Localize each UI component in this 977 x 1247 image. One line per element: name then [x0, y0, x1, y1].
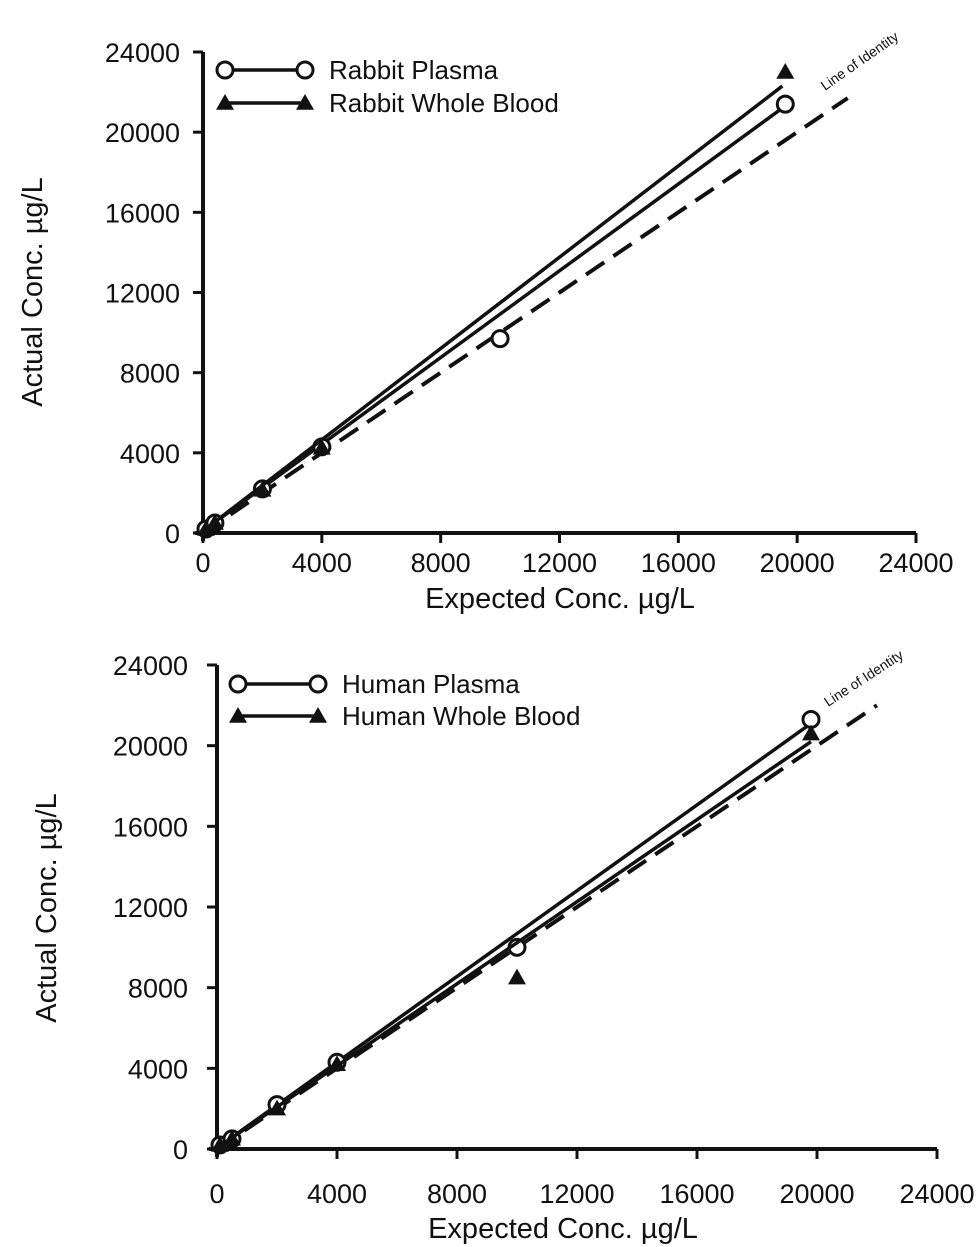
x-tick-label: 0 [209, 1179, 224, 1209]
x-tick-label: 24000 [878, 548, 953, 578]
series-1 [211, 724, 820, 1152]
x-tick-label: 4000 [292, 548, 352, 578]
y-tick-label: 12000 [105, 279, 180, 309]
x-tick-label: 12000 [522, 548, 597, 578]
data-point [802, 724, 820, 741]
x-tick-label: 0 [195, 548, 210, 578]
y-tick-label: 4000 [128, 1054, 188, 1084]
rabbit-panel: 0 4000 8000 12000 16000 20000 24000 0 4000 8000 12… [17, 28, 954, 615]
x-tick-label: 8000 [427, 1179, 487, 1209]
y-axis-title: Actual Conc. µg/L [31, 793, 63, 1023]
x-tick-label: 4000 [307, 1179, 367, 1209]
data-point [205, 513, 224, 530]
y-tick-label: 20000 [105, 118, 180, 148]
series-0 [196, 94, 795, 539]
y-axis-title: Actual Conc. µg/L [17, 177, 49, 407]
data-point [223, 1129, 241, 1146]
fit-line [201, 84, 784, 533]
y-tick-label: 24000 [105, 38, 180, 68]
data-point [490, 329, 510, 349]
y-tick-label: 12000 [113, 893, 188, 923]
y-tick-label: 4000 [120, 439, 180, 469]
x-tick-label: 16000 [641, 548, 716, 578]
y-tick-label: 0 [165, 519, 180, 549]
series-0 [210, 709, 821, 1155]
data-point [508, 968, 526, 985]
fit-line [215, 722, 813, 1150]
legend-label: Human Plasma [342, 669, 520, 699]
y-tick-label: 24000 [113, 651, 188, 681]
data-point [775, 94, 795, 114]
x-tick-label: 20000 [760, 548, 835, 578]
legend-label: Human Whole Blood [342, 701, 580, 731]
legend-marker [296, 94, 314, 110]
legend-marker [228, 674, 248, 694]
legend-marker [308, 674, 328, 694]
y-tick-label: 8000 [128, 974, 188, 1004]
x-tick-label: 8000 [411, 548, 471, 578]
x-tick-label: 24000 [899, 1179, 974, 1209]
y-tick-label: 16000 [105, 198, 180, 228]
identity-line-label: Line of Identity [818, 28, 902, 93]
data-point [776, 63, 795, 79]
x-tick-label: 20000 [779, 1179, 854, 1209]
x-axis-title: Expected Conc. µg/L [428, 1213, 698, 1245]
identity-line [201, 96, 849, 535]
series-1 [196, 63, 795, 536]
fit-line [201, 106, 784, 533]
legend-marker [295, 60, 315, 80]
legend-label: Rabbit Whole Blood [329, 88, 559, 118]
legend-marker [215, 60, 235, 80]
data-point [253, 480, 272, 497]
data-point [312, 438, 331, 455]
legend-marker [216, 94, 234, 110]
legend-marker [309, 707, 327, 723]
identity-line [215, 703, 879, 1151]
data-point [268, 1099, 286, 1116]
data-point [328, 1055, 346, 1072]
y-tick-label: 16000 [113, 812, 188, 842]
fit-line [216, 740, 812, 1150]
legend-label: Rabbit Plasma [329, 55, 499, 85]
data-point [196, 519, 215, 536]
x-axis-title: Expected Conc. µg/L [425, 583, 695, 615]
data-point [211, 1135, 229, 1152]
x-tick-label: 16000 [659, 1179, 734, 1209]
legend-marker [229, 707, 247, 723]
y-tick-label: 20000 [113, 732, 188, 762]
identity-line-label: Line of Identity [821, 647, 906, 710]
y-tick-label: 0 [173, 1135, 188, 1165]
x-tick-label: 12000 [539, 1179, 614, 1209]
human-panel: 0 4000 8000 12000 16000 20000 24000 0 4000 8000 12… [31, 647, 975, 1245]
y-tick-label: 8000 [120, 359, 180, 389]
